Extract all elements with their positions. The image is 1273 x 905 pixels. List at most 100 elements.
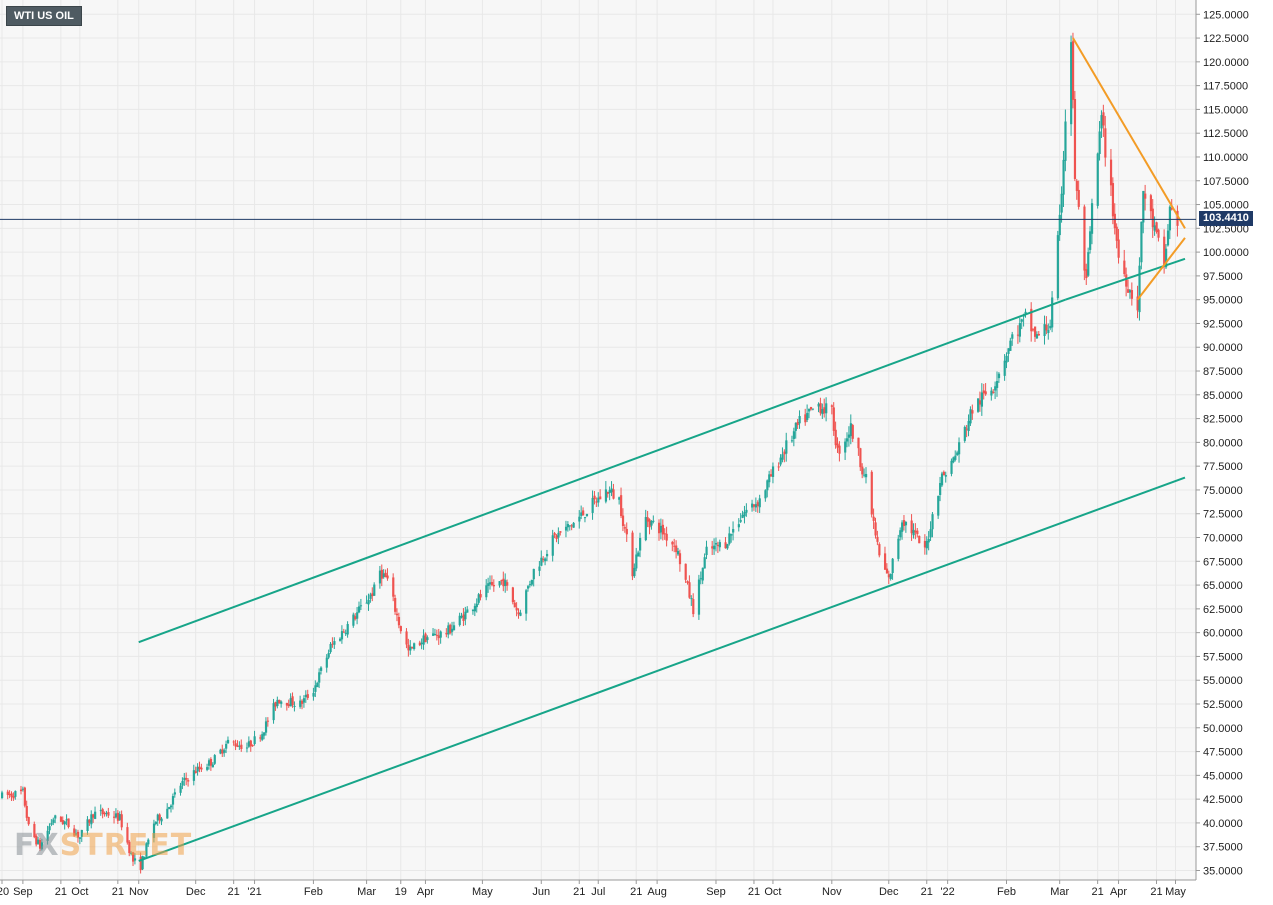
candle-body	[1165, 248, 1168, 268]
candle-body	[1058, 214, 1061, 236]
candle-body	[8, 794, 11, 796]
candle-body	[12, 796, 15, 799]
candle-body	[914, 530, 917, 533]
candle-body	[1047, 330, 1050, 334]
candle-body	[954, 455, 957, 460]
candle-body	[897, 538, 900, 559]
candle-body	[21, 788, 25, 790]
candle-body	[128, 841, 131, 854]
candle-body	[352, 614, 355, 626]
candle-body	[458, 615, 461, 626]
candle-body	[568, 525, 571, 527]
candle-body	[658, 522, 661, 534]
candle-body	[525, 590, 528, 614]
candle-body	[1087, 252, 1090, 276]
candle-body	[1049, 325, 1052, 329]
candle-body	[299, 700, 302, 707]
candle-body	[1090, 203, 1094, 234]
candle-body	[1043, 324, 1046, 337]
x-tick-label: 21	[1092, 886, 1104, 898]
candle-body	[857, 437, 860, 449]
candle-body	[739, 520, 742, 522]
candle-body	[333, 641, 336, 645]
candle-body	[1009, 340, 1012, 351]
candle-body	[714, 543, 718, 545]
candle-body	[790, 440, 794, 442]
candle-body	[542, 558, 545, 560]
candle-body	[426, 637, 429, 641]
candle-body	[956, 452, 959, 456]
x-tick-label: Apr	[417, 886, 434, 898]
candle-body	[266, 720, 270, 722]
candle-body	[625, 528, 628, 535]
x-tick-label: 21	[228, 886, 240, 898]
candle-body	[996, 381, 999, 388]
candle-body	[593, 495, 596, 500]
y-tick-label: 45.0000	[1203, 770, 1243, 782]
candle-body	[105, 812, 108, 814]
candle-body	[158, 814, 161, 821]
candle-body	[485, 585, 488, 598]
candle-body	[245, 747, 249, 749]
candle-body	[874, 522, 877, 536]
candle-body	[912, 529, 915, 536]
candle-body	[1030, 308, 1033, 332]
candle-body	[618, 497, 621, 500]
candle-body	[608, 489, 611, 493]
candle-body	[785, 440, 788, 454]
candle-body	[849, 423, 852, 437]
x-tick-label: 21	[921, 886, 933, 898]
candle-body	[1062, 159, 1065, 195]
candle-body	[530, 579, 533, 585]
y-tick-label: 55.0000	[1203, 675, 1243, 687]
candle-body	[1109, 159, 1113, 186]
candle-body	[847, 434, 851, 438]
candle-body	[200, 767, 203, 770]
candle-body	[870, 471, 873, 515]
candle-body	[289, 698, 292, 707]
candle-body	[1032, 329, 1035, 331]
candle-body	[223, 750, 226, 753]
candle-body	[1098, 131, 1101, 154]
candle-body	[371, 593, 374, 597]
candle-body	[711, 546, 714, 549]
candle-body	[234, 743, 237, 747]
candle-body	[449, 624, 452, 634]
candle-body	[1142, 190, 1145, 223]
channel-mid-trendline	[1065, 257, 1186, 301]
candle-body	[718, 542, 721, 548]
candle-body	[318, 672, 321, 683]
candle-body	[356, 612, 359, 619]
candle-body	[737, 524, 740, 528]
candle-body	[950, 460, 953, 474]
candle-body	[420, 642, 423, 645]
candle-body	[811, 408, 815, 410]
candle-body	[120, 814, 123, 828]
candle-body	[291, 696, 294, 706]
candle-body	[287, 704, 290, 707]
y-tick-label: 80.0000	[1203, 437, 1243, 449]
candle-body	[94, 811, 97, 819]
candle-body	[876, 536, 879, 542]
y-tick-label: 95.0000	[1203, 295, 1243, 307]
y-tick-label: 110.0000	[1203, 152, 1248, 164]
candle-body	[659, 525, 663, 533]
candle-body	[382, 573, 385, 578]
candle-body	[213, 755, 216, 764]
candle-body	[251, 744, 254, 746]
candle-body	[25, 805, 28, 818]
candle-body	[583, 517, 587, 519]
candle-body	[50, 823, 53, 825]
candle-body	[754, 504, 758, 508]
candle-body	[170, 805, 173, 808]
candle-body	[821, 409, 824, 415]
candle-body	[1111, 183, 1115, 217]
candle-body	[819, 403, 822, 414]
candle-body	[75, 833, 78, 835]
candle-body	[901, 522, 904, 532]
candle-body	[1149, 195, 1153, 212]
candle-body	[705, 546, 708, 556]
x-tick-label: Sep	[13, 886, 33, 898]
candle-body	[944, 475, 947, 477]
